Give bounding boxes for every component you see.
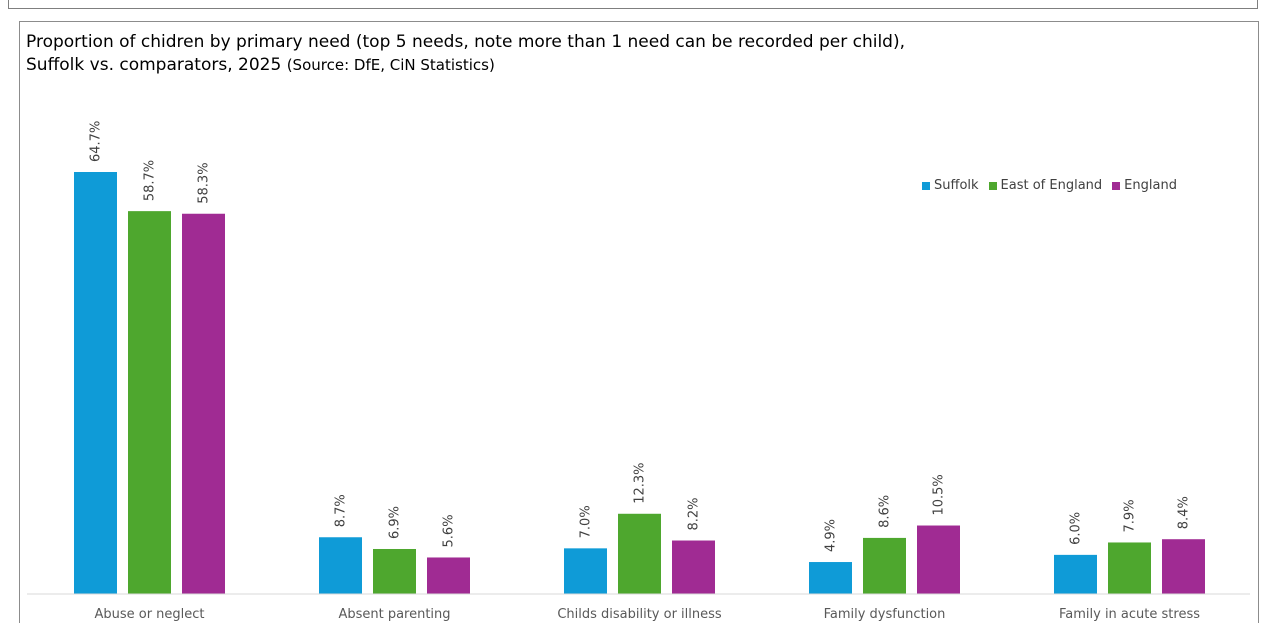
category-label-family-in-acute-stress: Family in acute stress [1059,607,1200,622]
data-label-suffolk-family-dysfunction: 4.9% [824,519,839,552]
category-label-absent-parenting: Absent parenting [338,607,450,622]
category-label-abuse-or-neglect: Abuse or neglect [94,607,204,622]
bar-east-of-england-family-in-acute-stress [1108,542,1151,594]
data-label-england-abuse-or-neglect: 58.3% [197,162,212,203]
data-label-suffolk-family-in-acute-stress: 6.0% [1069,512,1084,545]
legend-swatch-suffolk [922,181,930,190]
chart-title-line-1: Proportion of chidren by primary need (t… [26,32,906,52]
legend-swatch-east-of-england [988,181,997,190]
bar-east-of-england-childs-disability-or-illness [618,513,661,594]
previous-chart-frame-edge [8,0,1258,9]
data-label-england-childs-disability-or-illness: 8.2% [687,497,702,530]
data-label-england-absent-parenting: 5.6% [442,514,457,547]
data-labels: 64.7% 58.7% 58.3% 8.7% 6.9% 5.6% 7.0% 12.3% 8.2%… [89,121,1192,552]
category-label-family-dysfunction: Family dysfunction [824,607,946,622]
bar-england-abuse-or-neglect [182,213,225,594]
data-label-suffolk-childs-disability-or-illness: 7.0% [579,505,594,538]
bar-east-of-england-family-dysfunction [863,537,906,594]
data-label-east-of-england-family-in-acute-stress: 7.9% [1123,499,1138,532]
category-labels: Abuse or neglect Absent parenting Childs d… [94,607,1200,622]
bar-suffolk-family-dysfunction [809,562,852,594]
chart-title: Proportion of chidren by primary need (t… [26,31,1126,77]
bar-suffolk-family-in-acute-stress [1054,554,1097,594]
bar-east-of-england-abuse-or-neglect [128,211,171,594]
bars [74,172,1205,594]
chart-source: (Source: DfE, CiN Statistics) [286,56,495,74]
bar-suffolk-childs-disability-or-illness [564,548,607,594]
data-label-england-family-in-acute-stress: 8.4% [1177,496,1192,529]
legend: Suffolk East of England England [922,178,1187,193]
data-label-east-of-england-absent-parenting: 6.9% [388,506,403,539]
legend-label-suffolk: Suffolk [934,178,979,193]
bar-england-childs-disability-or-illness [672,540,715,594]
legend-item-suffolk: Suffolk [922,178,979,193]
chart-title-line-2: Suffolk vs. comparators, 2025 (Source: D… [26,54,1126,77]
bar-england-absent-parenting [427,557,470,594]
data-label-east-of-england-family-dysfunction: 8.6% [878,495,893,528]
data-label-england-family-dysfunction: 10.5% [932,474,947,515]
bar-suffolk-absent-parenting [319,537,362,594]
bar-east-of-england-absent-parenting [373,548,416,594]
data-label-east-of-england-abuse-or-neglect: 58.7% [143,160,158,201]
legend-swatch-england [1112,181,1121,190]
legend-label-england: England [1124,178,1177,193]
legend-label-east-of-england: East of England [1000,178,1103,193]
data-label-suffolk-absent-parenting: 8.7% [334,494,349,527]
bar-england-family-in-acute-stress [1162,539,1205,594]
data-label-east-of-england-childs-disability-or-illness: 12.3% [633,462,648,503]
chart-title-period: Suffolk vs. comparators, 2025 [26,55,282,75]
category-label-childs-disability-or-illness: Childs disability or illness [557,607,722,622]
bar-england-family-dysfunction [917,525,960,594]
legend-item-england: England [1112,178,1177,193]
legend-item-east-of-england: East of England [988,178,1103,193]
bar-suffolk-abuse-or-neglect [74,172,117,594]
data-label-suffolk-abuse-or-neglect: 64.7% [89,121,104,162]
